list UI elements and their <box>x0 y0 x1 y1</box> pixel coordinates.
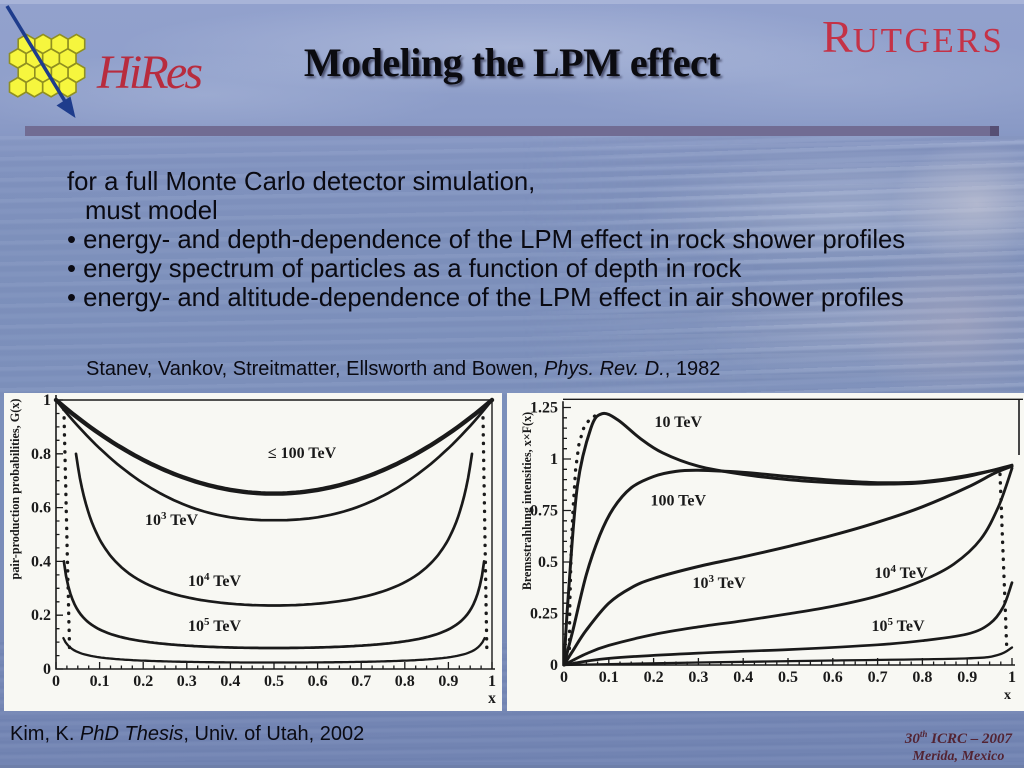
svg-text:105 TeV: 105 TeV <box>871 616 925 635</box>
svg-text:1: 1 <box>1008 669 1016 686</box>
svg-text:105 TeV: 105 TeV <box>188 616 242 635</box>
svg-text:0.25: 0.25 <box>530 606 558 623</box>
svg-text:0: 0 <box>560 669 568 686</box>
svg-text:x: x <box>1004 688 1011 703</box>
svg-text:0.4: 0.4 <box>31 553 51 570</box>
svg-text:1: 1 <box>550 451 558 468</box>
svg-text:104 TeV: 104 TeV <box>188 571 242 590</box>
svg-text:HiRes: HiRes <box>96 46 203 99</box>
svg-text:103 TeV: 103 TeV <box>145 510 199 529</box>
svg-text:0.6: 0.6 <box>308 673 328 690</box>
svg-text:0: 0 <box>52 673 60 690</box>
svg-text:103 TeV: 103 TeV <box>692 573 746 592</box>
svg-text:0: 0 <box>43 661 51 678</box>
svg-text:0.8: 0.8 <box>31 446 51 463</box>
svg-text:0.3: 0.3 <box>688 669 708 686</box>
svg-text:0.5: 0.5 <box>778 669 798 686</box>
svg-text:10 TeV: 10 TeV <box>654 414 702 431</box>
svg-text:0.75: 0.75 <box>530 503 558 520</box>
svg-text:0.7: 0.7 <box>351 673 371 690</box>
svg-text:0.5: 0.5 <box>538 554 558 571</box>
svg-text:0.7: 0.7 <box>868 669 888 686</box>
svg-text:1.25: 1.25 <box>530 400 558 417</box>
svg-text:100 TeV: 100 TeV <box>650 492 706 509</box>
svg-text:0.4: 0.4 <box>733 669 753 686</box>
svg-text:104 TeV: 104 TeV <box>874 563 928 582</box>
svg-text:0.1: 0.1 <box>90 673 110 690</box>
svg-text:0.5: 0.5 <box>264 673 284 690</box>
svg-text:0.6: 0.6 <box>823 669 843 686</box>
svg-text:0.9: 0.9 <box>438 673 458 690</box>
svg-text:Bremsstrahlung intensities, x×: Bremsstrahlung intensities, x×F(x) <box>520 412 534 590</box>
svg-text:0.9: 0.9 <box>957 669 977 686</box>
svg-text:x: x <box>488 690 496 707</box>
svg-text:0.4: 0.4 <box>220 673 240 690</box>
svg-text:0.2: 0.2 <box>31 607 51 624</box>
svg-text:0: 0 <box>550 657 558 674</box>
svg-text:0.8: 0.8 <box>395 673 415 690</box>
svg-text:0.6: 0.6 <box>31 500 51 517</box>
svg-text:0.2: 0.2 <box>644 669 664 686</box>
svg-text:0.3: 0.3 <box>177 673 197 690</box>
svg-text:0.1: 0.1 <box>599 669 619 686</box>
svg-text:1: 1 <box>43 393 51 409</box>
svg-text:0.2: 0.2 <box>133 673 153 690</box>
svg-text:1: 1 <box>488 673 496 690</box>
svg-text:pair-production probabilities,: pair-production probabilities, G(x) <box>8 399 22 580</box>
svg-text:≤ 100 TeV: ≤ 100 TeV <box>268 445 337 462</box>
svg-text:0.8: 0.8 <box>912 669 932 686</box>
